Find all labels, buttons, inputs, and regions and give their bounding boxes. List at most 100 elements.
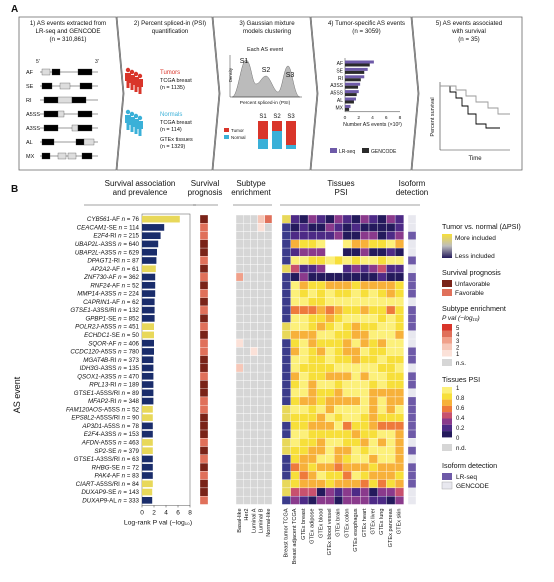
tissue-cell xyxy=(386,396,396,406)
tissue-cell xyxy=(386,405,396,414)
tissue-cell xyxy=(351,454,361,464)
tissue-cell xyxy=(377,371,387,381)
tissue-cell xyxy=(394,380,404,389)
tissue-cell xyxy=(334,214,344,224)
tissue-cell xyxy=(316,380,326,389)
event-count: = 143 xyxy=(122,489,140,496)
tumor-people-icon-head xyxy=(137,73,143,79)
legend-subtype-tick: 1 xyxy=(456,352,460,358)
subtype-cell xyxy=(242,305,251,315)
tissue-cell xyxy=(281,388,291,398)
tissue-cell xyxy=(290,421,300,431)
survival-bar xyxy=(142,298,155,306)
legend-ns-label: n.s. xyxy=(456,360,466,367)
subtype-cell xyxy=(250,471,258,480)
event-n: n xyxy=(118,349,122,356)
tissue-label: GTEx heart xyxy=(362,508,368,537)
tissue-cell xyxy=(334,247,344,257)
tissue-cell xyxy=(386,462,396,472)
tissue-cell xyxy=(334,405,344,414)
tissue-cell xyxy=(334,256,344,265)
tissue-cell xyxy=(377,289,387,298)
tissue-cell xyxy=(377,264,387,274)
subtype-cell xyxy=(242,297,251,307)
tissue-cell xyxy=(325,429,335,439)
survival-bar xyxy=(142,439,153,446)
tissue-cell xyxy=(368,322,378,331)
event-count: = 52 xyxy=(125,282,139,289)
event-n: n xyxy=(122,415,126,422)
tissue-cell xyxy=(368,371,378,381)
event-type: -RI xyxy=(112,258,122,265)
survival-tick-label: 8 xyxy=(188,509,192,516)
event-gene: IDH3G xyxy=(80,365,99,372)
exon-type-label: A5SS xyxy=(26,112,40,118)
subtype-cell xyxy=(242,272,251,282)
tissue-cell xyxy=(307,479,317,489)
isoform-cell xyxy=(407,264,417,274)
bar4-category-label: RI xyxy=(338,76,343,82)
tissue-cell xyxy=(307,396,317,406)
tissue-cell xyxy=(325,396,335,406)
tissue-cell xyxy=(386,496,396,505)
tissue-cell xyxy=(377,322,387,331)
event-type: -SE xyxy=(106,448,118,455)
tissue-cell xyxy=(290,496,300,505)
isoform-cell xyxy=(407,454,417,464)
event-type: -A3SS xyxy=(99,249,119,256)
isoform-cell xyxy=(407,446,417,455)
subtype-cell xyxy=(257,256,266,265)
legend-dpsi-title: Tumor vs. normal (ΔPSI) xyxy=(442,222,521,231)
event-count: = 89 xyxy=(125,390,139,397)
event-row-label: DPAGT1-RI n = 87 xyxy=(87,258,139,265)
tissue-cell xyxy=(351,405,361,414)
survival-bar xyxy=(142,463,153,471)
prognosis-cell xyxy=(199,471,209,480)
isoform-cell xyxy=(407,380,417,389)
legend-subtype-tick: 3 xyxy=(456,339,460,345)
tissue-cell xyxy=(351,421,361,431)
tissue-cell xyxy=(299,496,309,505)
tissue-cell xyxy=(342,471,352,480)
event-count: = 114 xyxy=(122,224,139,231)
tissue-cell xyxy=(290,363,300,373)
tissue-cell xyxy=(351,223,361,232)
event-n: n xyxy=(118,489,122,496)
legend-tissues-tick: 0.4 xyxy=(456,416,465,422)
event-type: -A3SS/RI xyxy=(91,307,119,314)
bar4-gencode-bar xyxy=(345,78,361,82)
tissue-cell xyxy=(307,297,317,307)
subtype-cell xyxy=(257,214,266,224)
event-type: -RI xyxy=(108,398,118,405)
isoform-cell xyxy=(407,314,417,323)
tissue-cell xyxy=(377,314,387,323)
event-count: = 61 xyxy=(125,266,139,273)
subtype-cell xyxy=(235,223,244,232)
tissue-cell xyxy=(334,438,344,447)
prognosis-cell xyxy=(199,347,209,356)
subtype-cell xyxy=(242,214,251,224)
subtype-cell xyxy=(242,388,251,398)
tissue-cell xyxy=(290,438,300,447)
tissue-cell xyxy=(351,396,361,406)
tissue-cell xyxy=(316,438,326,447)
tissue-cell xyxy=(316,281,326,290)
tissue-cell xyxy=(316,471,326,480)
event-gene: RNF24 xyxy=(90,282,110,289)
event-row-label: MGAT4B-RI n = 373 xyxy=(83,357,139,364)
prognosis-cell xyxy=(199,479,209,489)
tissue-cell xyxy=(325,446,335,455)
step-1-title: (n = 310,861) xyxy=(50,36,87,43)
prognosis-cell xyxy=(199,305,209,315)
tissue-cell xyxy=(377,239,387,249)
subtype-cell xyxy=(250,405,258,414)
event-gene: SQOR xyxy=(88,340,107,347)
bar4-gencode-bar xyxy=(345,85,359,89)
survival-bar xyxy=(142,480,153,488)
event-row-label: SQOR-AF n = 406 xyxy=(88,340,139,347)
event-row-label: DUXAP9-AL n = 333 xyxy=(82,497,139,504)
tissue-cell xyxy=(290,429,300,439)
bar4-category-label: A3SS xyxy=(330,83,343,89)
subtype-cell xyxy=(242,487,251,497)
tissue-cell xyxy=(342,487,352,497)
